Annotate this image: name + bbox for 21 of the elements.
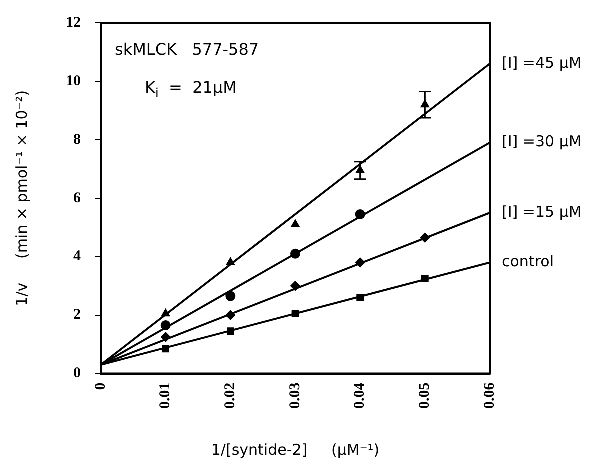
y-tick-label: 2: [74, 307, 81, 324]
y-tick-label: 8: [74, 132, 81, 148]
x-tick-label: 0.01: [158, 382, 174, 409]
x-tick-label: 0.04: [352, 382, 368, 409]
x-tick-label: 0.03: [287, 382, 304, 409]
x-tick-label: 0.02: [222, 382, 239, 409]
y-tick-label: 12: [66, 14, 81, 31]
y-tick-label: 10: [66, 73, 81, 90]
x-axis-title: 1/[syntide-2] (μM⁻¹): [211, 440, 380, 459]
series-label: control: [502, 252, 554, 271]
series-label: [I] =15 μM: [502, 202, 582, 221]
series-label: [I] =45 μM: [502, 54, 582, 72]
y-axis-title: 1/v (min × pmol⁻¹ × 10⁻²): [12, 90, 31, 306]
annotation: skMLCK 577-587: [115, 40, 260, 60]
y-tick-label: 4: [74, 248, 82, 265]
series-label: [I] =30 μM: [502, 132, 582, 151]
x-tick-label: 0: [92, 382, 109, 390]
x-tick-label: 0.05: [417, 382, 434, 409]
x-tick-label: 0.06: [482, 382, 498, 409]
y-tick-label: 6: [74, 190, 82, 206]
y-tick-label: 0: [74, 366, 81, 382]
